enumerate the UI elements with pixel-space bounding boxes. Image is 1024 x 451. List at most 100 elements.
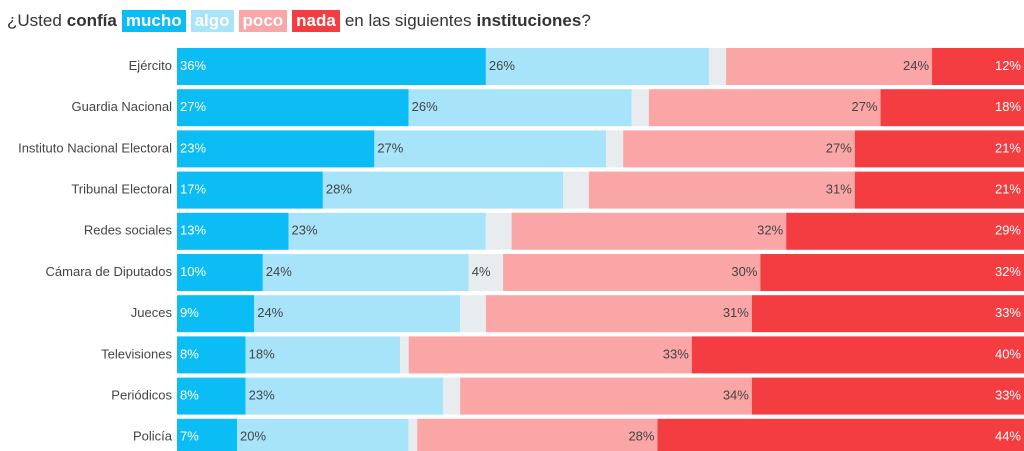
data-label: 26% bbox=[489, 58, 515, 73]
bar-segment bbox=[854, 171, 1024, 209]
bar-segment bbox=[177, 130, 375, 168]
data-label: 24% bbox=[266, 264, 292, 279]
data-label: 9% bbox=[180, 305, 199, 320]
data-label: 17% bbox=[180, 182, 206, 197]
data-label: 24% bbox=[903, 58, 929, 73]
data-label: 10% bbox=[180, 264, 206, 279]
bar-segment bbox=[760, 254, 1024, 291]
bar-segment bbox=[417, 418, 658, 451]
bar-segment bbox=[400, 336, 409, 374]
legend-entry: mucho bbox=[121, 10, 186, 32]
data-label: 21% bbox=[995, 182, 1021, 197]
y-tick-label: Jueces bbox=[131, 305, 173, 320]
bar-segment bbox=[485, 212, 512, 250]
chart-title: ¿Usted confía mucho algo poco nada en la… bbox=[7, 8, 591, 34]
bar-segment bbox=[485, 295, 752, 333]
bar-segment bbox=[245, 336, 401, 374]
title-text: confía bbox=[66, 11, 117, 30]
title-text: en las siguientes bbox=[344, 11, 472, 30]
y-tick-label: Instituto Nacional Electoral bbox=[18, 140, 172, 155]
data-label: 27% bbox=[852, 99, 878, 114]
data-label: 21% bbox=[995, 140, 1021, 155]
legend-entry: poco bbox=[238, 10, 288, 32]
bar-segment bbox=[288, 212, 486, 250]
data-label: 44% bbox=[995, 429, 1021, 444]
data-label: 24% bbox=[257, 305, 283, 320]
data-label: 29% bbox=[995, 223, 1021, 238]
data-label: 30% bbox=[731, 264, 757, 279]
bar-segment bbox=[177, 418, 238, 451]
bar-segment bbox=[322, 171, 564, 209]
data-label: 20% bbox=[240, 429, 266, 444]
bar-segment bbox=[177, 377, 246, 415]
bar-segment bbox=[177, 48, 486, 85]
bar-segment bbox=[854, 130, 1024, 168]
data-label: 8% bbox=[180, 346, 199, 361]
bar-segment bbox=[408, 418, 418, 451]
bar-segment bbox=[460, 377, 752, 415]
y-tick-label: Redes sociales bbox=[84, 223, 173, 238]
data-label: 31% bbox=[826, 182, 852, 197]
bar-segment bbox=[751, 295, 1024, 333]
y-tick-label: Policía bbox=[133, 429, 173, 444]
data-label: 23% bbox=[249, 388, 275, 403]
data-label: 18% bbox=[995, 99, 1021, 114]
data-label: 40% bbox=[995, 346, 1021, 361]
data-label: 31% bbox=[723, 305, 749, 320]
y-tick-label: Ejército bbox=[129, 58, 172, 73]
bar-segment bbox=[932, 48, 1024, 85]
bar-segment bbox=[588, 171, 855, 209]
data-label: 12% bbox=[995, 58, 1021, 73]
bar-segment bbox=[623, 130, 855, 168]
data-label: 27% bbox=[377, 140, 403, 155]
data-label: 18% bbox=[249, 346, 275, 361]
bar-segment bbox=[177, 89, 409, 127]
data-label: 33% bbox=[995, 388, 1021, 403]
title-text: ¿Usted bbox=[7, 11, 62, 30]
data-label: 27% bbox=[180, 99, 206, 114]
y-tick-label: Periódicos bbox=[111, 388, 172, 403]
bar-segment bbox=[468, 254, 504, 291]
bar-segment bbox=[751, 377, 1024, 415]
data-label: 32% bbox=[757, 223, 783, 238]
bar-segment bbox=[786, 212, 1024, 250]
data-label: 23% bbox=[180, 140, 206, 155]
legend-entry: nada bbox=[292, 10, 340, 32]
data-label: 23% bbox=[292, 223, 318, 238]
bar-segment bbox=[485, 48, 709, 85]
bar-segment bbox=[262, 254, 469, 291]
bar-segment bbox=[408, 89, 632, 127]
bar-segment bbox=[726, 48, 933, 85]
bar-segment bbox=[880, 89, 1024, 127]
data-label: 8% bbox=[180, 388, 199, 403]
data-label: 34% bbox=[723, 388, 749, 403]
data-label: 26% bbox=[412, 99, 438, 114]
bar-segment bbox=[460, 295, 486, 333]
bar-segment bbox=[177, 295, 255, 333]
bar-segment bbox=[442, 377, 461, 415]
bar-segment bbox=[245, 377, 443, 415]
bar-segment bbox=[606, 130, 624, 168]
y-tick-label: Cámara de Diputados bbox=[46, 264, 173, 279]
data-label: 32% bbox=[995, 264, 1021, 279]
y-tick-label: Tribunal Electoral bbox=[71, 182, 172, 197]
bar-segment bbox=[177, 212, 289, 250]
data-label: 36% bbox=[180, 58, 206, 73]
data-label: 27% bbox=[826, 140, 852, 155]
bar-segment bbox=[503, 254, 761, 291]
data-label: 28% bbox=[326, 182, 352, 197]
y-tick-label: Guardia Nacional bbox=[72, 99, 173, 114]
bar-segment bbox=[691, 336, 1024, 374]
bar-segment bbox=[657, 418, 1024, 451]
title-text: instituciones bbox=[476, 11, 582, 30]
bar-segment bbox=[563, 171, 589, 209]
bar-segment bbox=[648, 89, 881, 127]
bar-segment bbox=[177, 254, 263, 291]
bar-segment bbox=[631, 89, 649, 127]
bar-segment bbox=[237, 418, 409, 451]
bar-segment bbox=[408, 336, 692, 374]
bar-segment bbox=[177, 336, 246, 374]
bar-segment bbox=[254, 295, 461, 333]
